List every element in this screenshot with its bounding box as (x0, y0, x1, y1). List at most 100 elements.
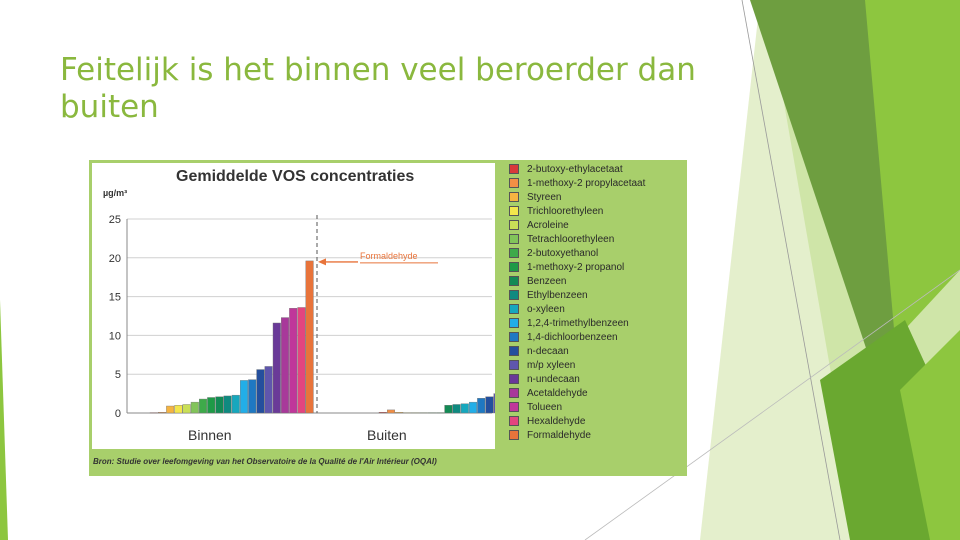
plot-panel: 0 5 10 15 20 25 Binnen Buiten Formaldehyde Gemid… (92, 163, 495, 449)
bar (411, 412, 420, 414)
deco-shape-mid (750, 0, 905, 390)
legend-label: o-xyleen (527, 303, 565, 315)
bar (419, 412, 428, 414)
legend-swatch (509, 374, 519, 384)
bar (223, 395, 232, 414)
bar (198, 398, 207, 414)
legend-item: 2-butoxy-ethylacetaat (509, 162, 685, 176)
legend-label: Tetrachloorethyleen (527, 233, 615, 245)
legend-label: Tolueen (527, 401, 563, 413)
legend-swatch (509, 234, 519, 244)
group-label: Buiten (367, 427, 407, 443)
annotation-label: Formaldehyde (360, 251, 418, 261)
legend-item: 1,2,4-trimethylbenzeen (509, 316, 685, 330)
legend-swatch (509, 192, 519, 202)
bar (428, 412, 437, 414)
legend-item: 1,4-dichloorbenzeen (509, 330, 685, 344)
deco-line-2 (584, 269, 960, 540)
bar (272, 322, 281, 414)
chart-title: Gemiddelde VOS concentraties (176, 168, 415, 185)
legend-swatch (509, 402, 519, 412)
chart-legend: 2-butoxy-ethylacetaat 1-methoxy-2 propyla… (509, 162, 685, 442)
legend-label: 2-butoxy-ethylacetaat (527, 163, 623, 175)
bar (215, 396, 224, 414)
legend-swatch (509, 346, 519, 356)
bar (436, 412, 445, 414)
legend-swatch (509, 290, 519, 300)
bar (477, 398, 486, 414)
legend-item: Formaldehyde (509, 428, 685, 442)
legend-item: Acroleine (509, 218, 685, 232)
bar (280, 317, 289, 414)
bar (182, 404, 191, 414)
legend-swatch (509, 332, 519, 342)
legend-swatch (509, 206, 519, 216)
legend-label: 1-methoxy-2 propanol (527, 261, 625, 273)
legend-label: Acroleine (527, 219, 569, 231)
bar (190, 401, 199, 414)
legend-label: 1-methoxy-2 propylacetaat (527, 177, 646, 189)
bar (231, 394, 240, 414)
legend-item: Benzeen (509, 274, 685, 288)
bar (248, 379, 257, 414)
bar (256, 369, 265, 414)
legend-swatch (509, 164, 519, 174)
deco-shape-corner (900, 330, 960, 540)
y-tick-label: 15 (109, 292, 121, 304)
bar (469, 401, 478, 414)
bar (452, 404, 461, 414)
legend-item: Ethylbenzeen (509, 288, 685, 302)
bar (289, 308, 298, 414)
y-tick-label: 5 (115, 369, 121, 381)
legend-swatch (509, 388, 519, 398)
bar (305, 260, 314, 414)
legend-label: m/p xyleen (527, 359, 576, 371)
legend-item: Tolueen (509, 400, 685, 414)
bar (297, 307, 306, 414)
deco-line-1 (741, 0, 841, 540)
source-note: Bron: Studie over leefomgeving van het O… (93, 457, 437, 466)
bar-chart: 0 5 10 15 20 25 Binnen Buiten Formaldehyde (109, 214, 495, 443)
legend-item: Hexaldehyde (509, 414, 685, 428)
legend-swatch (509, 430, 519, 440)
legend-item: Trichloorethyleen (509, 204, 685, 218)
legend-label: Trichloorethyleen (527, 205, 604, 217)
legend-label: 1,2,4-trimethylbenzeen (527, 317, 629, 329)
legend-label: Styreen (527, 191, 562, 203)
bar (493, 393, 495, 414)
legend-swatch (509, 416, 519, 426)
bar (264, 366, 273, 414)
legend-label: n-undecaan (527, 373, 580, 385)
legend-label: Hexaldehyde (527, 415, 586, 427)
legend-item: n-decaan (509, 344, 685, 358)
legend-item: 1-methoxy-2 propanol (509, 260, 685, 274)
legend-item: m/p xyleen (509, 358, 685, 372)
bar (166, 405, 175, 414)
legend-label: n-decaan (527, 345, 569, 357)
bar (157, 412, 166, 414)
bar (378, 412, 387, 414)
legend-label: 2-butoxyethanol (527, 247, 599, 259)
bar (207, 397, 216, 414)
y-tick-label: 20 (109, 253, 121, 265)
y-tick-label: 10 (109, 330, 121, 342)
bar (444, 405, 453, 414)
legend-item: o-xyleen (509, 302, 685, 316)
y-axis-label: µg/m³ (103, 188, 128, 198)
legend-label: Acetaldehyde (527, 387, 588, 399)
legend-item: 1-methoxy-2 propylacetaat (509, 176, 685, 190)
legend-item: Styreen (509, 190, 685, 204)
legend-label: 1,4-dichloorbenzeen (527, 331, 618, 343)
legend-swatch (509, 276, 519, 286)
bar (174, 405, 183, 414)
legend-item: n-undecaan (509, 372, 685, 386)
bar (387, 409, 396, 414)
legend-swatch (509, 318, 519, 328)
group-label: Binnen (188, 427, 232, 443)
annotation-arrow (318, 258, 326, 266)
deco-shape-left (0, 300, 8, 540)
bar (395, 412, 404, 414)
chart-figure: 0 5 10 15 20 25 Binnen Buiten Formaldehyde Gemid… (89, 160, 687, 476)
legend-swatch (509, 248, 519, 258)
